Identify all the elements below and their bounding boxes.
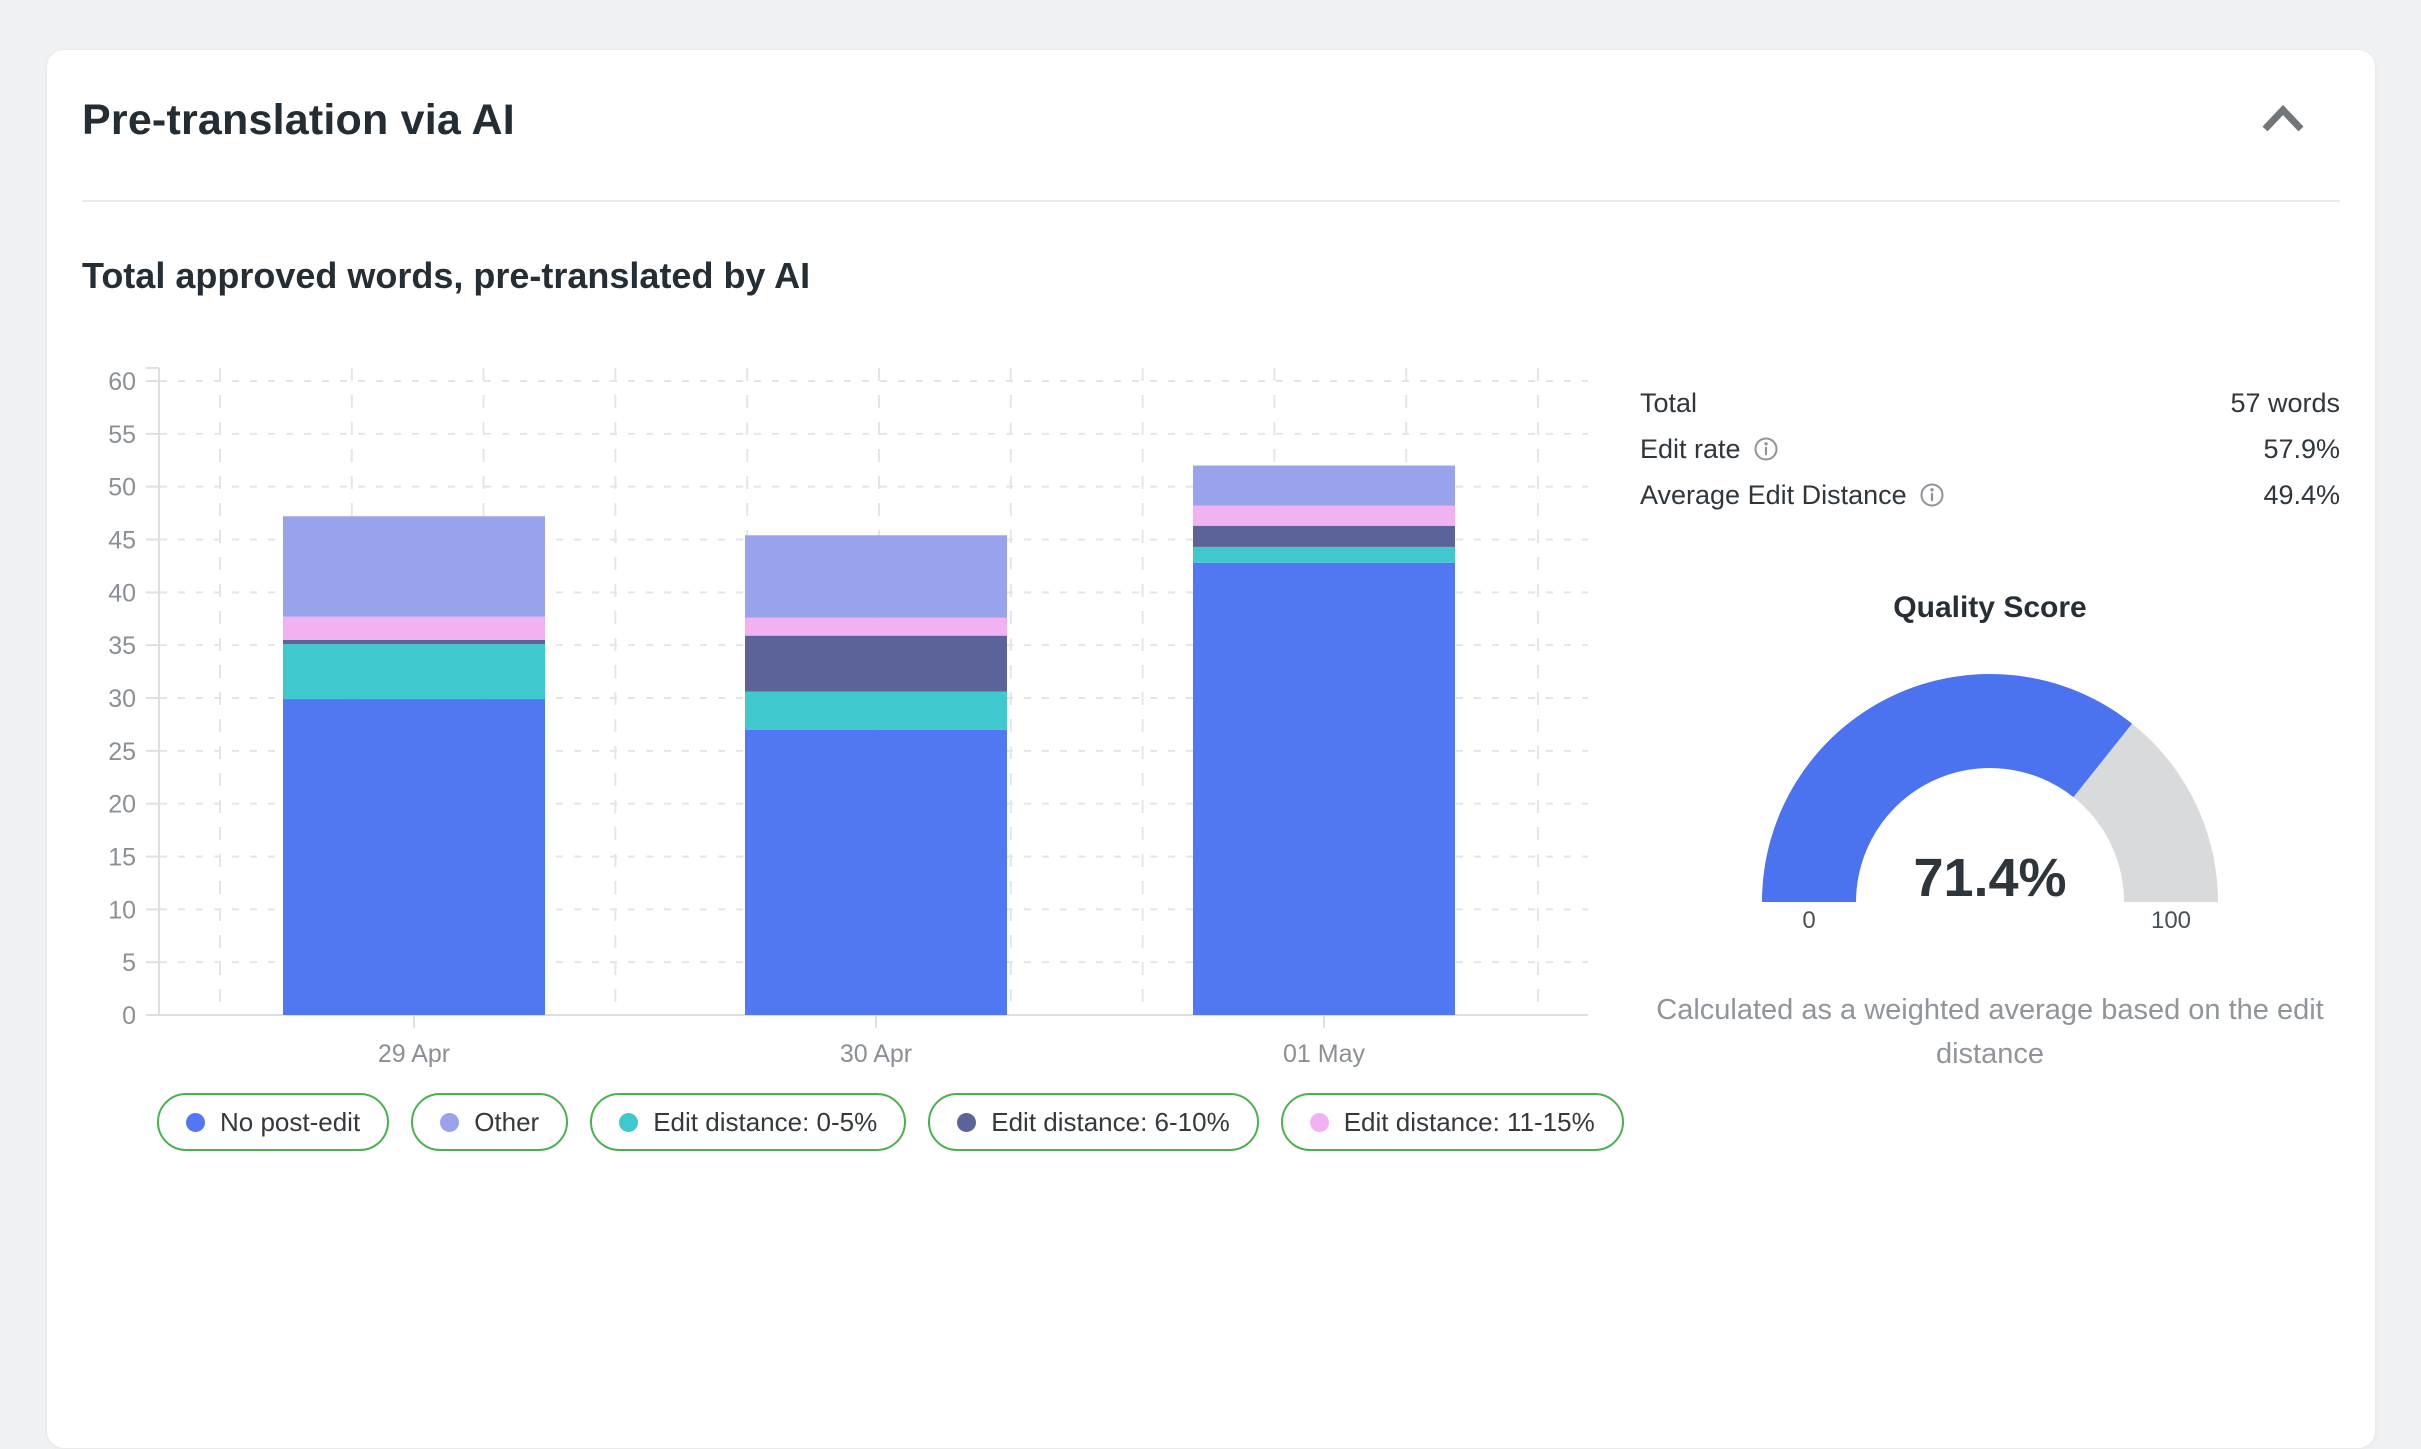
stat-label: Edit rate xyxy=(1640,426,1779,472)
legend-label: Other xyxy=(474,1106,540,1137)
legend-dot xyxy=(619,1112,639,1132)
x-axis-label: 30 Apr xyxy=(840,1040,912,1068)
section-title: Total approved words, pre-translated by … xyxy=(82,255,811,296)
svg-text:50: 50 xyxy=(108,474,136,502)
bar-30-apr xyxy=(745,535,1007,1015)
bar-segment[interactable] xyxy=(1193,465,1455,506)
legend-label: Edit distance: 11-15% xyxy=(1343,1106,1595,1137)
x-axis-label: 01 May xyxy=(1283,1040,1365,1068)
legend-dot xyxy=(957,1112,977,1132)
header-divider xyxy=(82,200,2340,202)
bar-segment[interactable] xyxy=(745,635,1007,692)
bar-segment[interactable] xyxy=(745,535,1007,618)
svg-text:20: 20 xyxy=(108,791,136,819)
chart-plot-area: 0 5 10 15 20 25 30 35 40 45 50 55 60 29 Apr 30 Apr 01 M… xyxy=(108,367,1588,1068)
bar-segment[interactable] xyxy=(1193,562,1455,1015)
content-row: 0 5 10 15 20 25 30 35 40 45 50 55 60 29 Apr 30 Apr 01 M… xyxy=(82,352,2340,1151)
bar-segment[interactable] xyxy=(1193,546,1455,563)
bar-segment[interactable] xyxy=(283,639,545,645)
bar-segment[interactable] xyxy=(283,516,545,617)
legend-pill[interactable]: Edit distance: 0-5% xyxy=(590,1093,907,1151)
svg-text:45: 45 xyxy=(108,527,136,555)
bar-segment[interactable] xyxy=(745,729,1007,1015)
svg-text:60: 60 xyxy=(108,368,136,396)
gauge-value: 71.4% xyxy=(1913,848,2066,908)
svg-text:25: 25 xyxy=(108,738,136,766)
quality-score-gauge: 71.4% 0 100 xyxy=(1762,673,2218,934)
bar-segment[interactable] xyxy=(1193,525,1455,547)
stacked-bar-chart: 0 5 10 15 20 25 30 35 40 45 50 55 60 29 Apr 30 Apr 01 M… xyxy=(82,352,1624,1151)
svg-text:10: 10 xyxy=(108,896,136,924)
collapse-button[interactable] xyxy=(2254,98,2312,140)
svg-text:35: 35 xyxy=(108,632,136,660)
bar-segment[interactable] xyxy=(283,616,545,640)
stat-value: 49.4% xyxy=(2263,480,2340,510)
legend-pill[interactable]: Other xyxy=(411,1093,569,1151)
legend-pill[interactable]: Edit distance: 11-15% xyxy=(1280,1093,1624,1151)
svg-text:15: 15 xyxy=(108,844,136,872)
info-icon[interactable] xyxy=(1753,436,1779,462)
legend-dot xyxy=(1309,1112,1329,1132)
bar-segment[interactable] xyxy=(283,644,545,700)
stat-value: 57 words xyxy=(2230,388,2340,418)
gauge-min-label: 0 xyxy=(1802,907,1815,932)
gauge-fill xyxy=(1762,673,2132,902)
info-icon[interactable] xyxy=(1919,482,1945,508)
stat-row: Total 57 words xyxy=(1640,380,2340,426)
stat-label: Total xyxy=(1640,388,1698,418)
gauge-caption: Calculated as a weighted average based o… xyxy=(1656,994,2324,1070)
legend-dot xyxy=(440,1112,460,1132)
legend-pill[interactable]: No post-edit xyxy=(157,1093,390,1151)
card-title: Pre-translation via AI xyxy=(82,96,515,144)
chart-legend: No post-edit Other Edit distance: 0-5% Edit… xyxy=(157,1093,1624,1151)
svg-text:5: 5 xyxy=(122,949,136,977)
bar-segment[interactable] xyxy=(283,699,545,1015)
bar-segment[interactable] xyxy=(1193,505,1455,526)
summary-panel: Total 57 words Edit rate 57.9% Average Edit … xyxy=(1622,352,2340,1151)
legend-label: No post-edit xyxy=(220,1106,361,1137)
stat-row: Edit rate 57.9% xyxy=(1640,426,2340,472)
legend-dot xyxy=(186,1112,205,1132)
svg-text:55: 55 xyxy=(108,421,136,449)
stats-list: Total 57 words Edit rate 57.9% Average Edit … xyxy=(1640,380,2340,518)
gauge-max-label: 100 xyxy=(2151,907,2191,932)
card-header: Pre-translation via AI xyxy=(82,90,2340,150)
legend-pill[interactable]: Edit distance: 6-10% xyxy=(928,1093,1259,1151)
gauge-wrap: 71.4% 0 100 xyxy=(1640,670,2340,934)
bar-01-may xyxy=(1193,465,1455,1015)
legend-label: Edit distance: 6-10% xyxy=(991,1106,1230,1137)
legend-label: Edit distance: 0-5% xyxy=(653,1106,878,1137)
gauge-title: Quality Score xyxy=(1893,591,2087,624)
stat-row: Average Edit Distance 49.4% xyxy=(1640,472,2340,518)
pretranslation-card: Pre-translation via AI Total approved wo… xyxy=(46,49,2376,1449)
bar-29-apr xyxy=(283,516,545,1015)
stat-label: Average Edit Distance xyxy=(1640,472,1945,518)
svg-text:40: 40 xyxy=(108,579,136,607)
svg-text:30: 30 xyxy=(108,685,136,713)
x-axis-label: 29 Apr xyxy=(378,1040,450,1068)
bar-segment[interactable] xyxy=(745,691,1007,730)
svg-text:0: 0 xyxy=(122,1002,136,1030)
stat-value: 57.9% xyxy=(2263,434,2340,464)
bar-segment[interactable] xyxy=(745,617,1007,636)
chevron-up-icon xyxy=(2262,104,2304,132)
